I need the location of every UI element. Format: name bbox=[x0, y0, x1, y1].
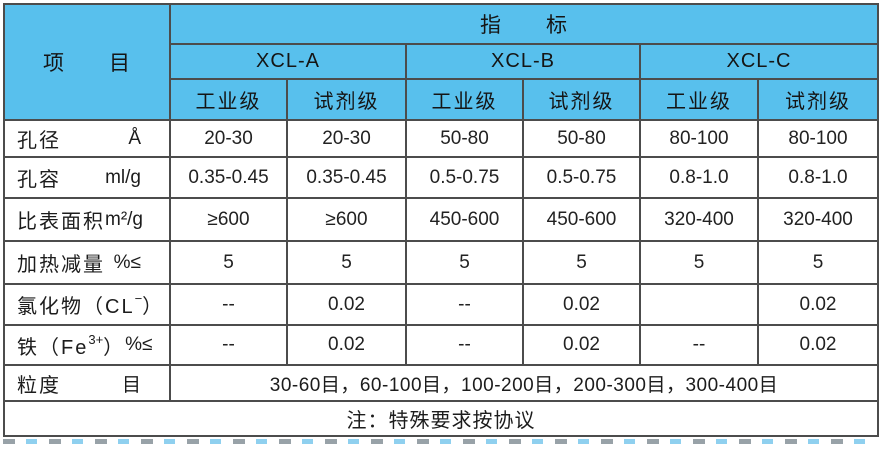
value-cell: 0.5-0.75 bbox=[405, 156, 524, 199]
row-name: 孔径 bbox=[17, 130, 61, 152]
row-name: 比表面积 bbox=[17, 211, 105, 233]
value-cell bbox=[639, 283, 759, 326]
row-unit: ml/g bbox=[105, 166, 141, 188]
iron-superscript: 3+ bbox=[88, 331, 104, 347]
product-header-xcl-c: XCL-C bbox=[639, 43, 879, 80]
value-cell: 0.02 bbox=[286, 283, 407, 326]
table-row-pore-volume: 孔容 ml/g 0.35-0.45 0.35-0.45 0.5-0.75 0.5… bbox=[3, 156, 879, 199]
cutoff-dashed-strip bbox=[3, 439, 877, 444]
grade-header-industrial-c: 工业级 bbox=[639, 78, 759, 121]
value-cell: 0.02 bbox=[757, 283, 879, 326]
row-label: 粒度 目 bbox=[3, 364, 171, 402]
header-row-products: XCL-A XCL-B XCL-C bbox=[4, 43, 879, 80]
value-cell: 0.35-0.45 bbox=[286, 156, 407, 199]
value-cell: 0.35-0.45 bbox=[169, 156, 288, 199]
row-label: 孔容 ml/g bbox=[3, 156, 171, 199]
product-header-xcl-b: XCL-B bbox=[405, 43, 641, 80]
product-spec-table: 项 目 指 标 XCL-A XCL-B XCL-C 工业级 试剂级 工业级 试剂… bbox=[3, 3, 879, 437]
grade-header-industrial-b: 工业级 bbox=[405, 78, 524, 121]
value-cell: 0.02 bbox=[286, 324, 407, 366]
value-cell: 5 bbox=[757, 240, 879, 285]
row-name: 铁（Fe bbox=[17, 336, 89, 359]
value-cell: 320-400 bbox=[757, 197, 879, 242]
value-cell: 50-80 bbox=[405, 119, 524, 158]
grade-header-industrial-a: 工业级 bbox=[169, 78, 288, 121]
value-cell: 0.02 bbox=[522, 283, 641, 326]
value-cell: -- bbox=[405, 283, 524, 326]
value-cell: 20-30 bbox=[286, 119, 407, 158]
value-cell: 5 bbox=[169, 240, 288, 285]
product-header-xcl-a: XCL-A bbox=[169, 43, 407, 80]
table-row-granularity: 粒度 目 30-60目，60-100目，100-200目，200-300目，30… bbox=[3, 364, 879, 402]
value-cell: 0.02 bbox=[757, 324, 879, 366]
row-name: 加热减量 bbox=[17, 254, 105, 276]
value-cell: ≥600 bbox=[286, 197, 407, 242]
item-column-header: 项 目 bbox=[3, 3, 171, 121]
row-unit: %≤ bbox=[113, 251, 141, 273]
row-name: 粒度 bbox=[17, 374, 61, 397]
value-cell: 80-100 bbox=[639, 119, 759, 158]
table-row-note: 注：特殊要求按协议 bbox=[3, 400, 879, 437]
value-cell: 320-400 bbox=[639, 197, 759, 242]
table-row-heating-loss: 加热减量 %≤ 5 5 5 5 5 5 bbox=[3, 240, 879, 285]
value-cell: 5 bbox=[639, 240, 759, 285]
value-cell: 20-30 bbox=[169, 119, 288, 158]
row-unit: m²/g bbox=[105, 208, 143, 230]
row-label: 氯化物（CL−） bbox=[3, 283, 171, 326]
grade-header-reagent-a: 试剂级 bbox=[286, 78, 407, 121]
value-cell: -- bbox=[169, 283, 288, 326]
header-row-indicator: 项 目 指 标 bbox=[3, 3, 879, 121]
value-cell: -- bbox=[405, 324, 524, 366]
value-cell: 0.5-0.75 bbox=[522, 156, 641, 199]
value-cell: 450-600 bbox=[405, 197, 524, 242]
table-row-iron: 铁（Fe3+） %≤ -- 0.02 -- 0.02 -- 0.02 bbox=[3, 324, 879, 366]
value-cell: 450-600 bbox=[522, 197, 641, 242]
grade-header-reagent-c: 试剂级 bbox=[757, 78, 879, 121]
grade-header-reagent-b: 试剂级 bbox=[522, 78, 641, 121]
row-label: 孔径 Å bbox=[3, 119, 171, 158]
value-cell: 80-100 bbox=[757, 119, 879, 158]
value-cell: -- bbox=[639, 324, 759, 366]
value-cell: 0.02 bbox=[522, 324, 641, 366]
row-label: 比表面积 m²/g bbox=[3, 197, 171, 242]
row-unit: Å bbox=[128, 127, 141, 149]
value-cell: 0.8-1.0 bbox=[639, 156, 759, 199]
table-row-surface-area: 比表面积 m²/g ≥600 ≥600 450-600 450-600 320-… bbox=[3, 197, 879, 242]
value-cell: -- bbox=[169, 324, 288, 366]
row-label: 铁（Fe3+） %≤ bbox=[3, 324, 171, 366]
table-row-pore-diameter: 孔径 Å 20-30 20-30 50-80 50-80 80-100 80-1… bbox=[3, 119, 879, 158]
note-cell: 注：特殊要求按协议 bbox=[3, 400, 879, 437]
value-cell: 5 bbox=[286, 240, 407, 285]
row-unit: 目 bbox=[121, 374, 141, 396]
row-unit: %≤ bbox=[125, 334, 153, 355]
value-cell: 0.8-1.0 bbox=[757, 156, 879, 199]
row-label: 加热减量 %≤ bbox=[3, 240, 171, 285]
row-name: 氯化物（CL bbox=[17, 296, 135, 318]
granularity-value-cell: 30-60目，60-100目，100-200目，200-300目，300-400… bbox=[169, 364, 879, 402]
header-row-grades: 工业级 试剂级 工业级 试剂级 工业级 试剂级 bbox=[4, 78, 879, 121]
value-cell: 5 bbox=[522, 240, 641, 285]
row-name: 孔容 bbox=[17, 169, 61, 191]
value-cell: ≥600 bbox=[169, 197, 288, 242]
value-cell: 50-80 bbox=[522, 119, 641, 158]
indicator-header: 指 标 bbox=[169, 3, 879, 45]
table-row-chloride: 氯化物（CL−） -- 0.02 -- 0.02 0.02 bbox=[3, 283, 879, 326]
value-cell: 5 bbox=[405, 240, 524, 285]
